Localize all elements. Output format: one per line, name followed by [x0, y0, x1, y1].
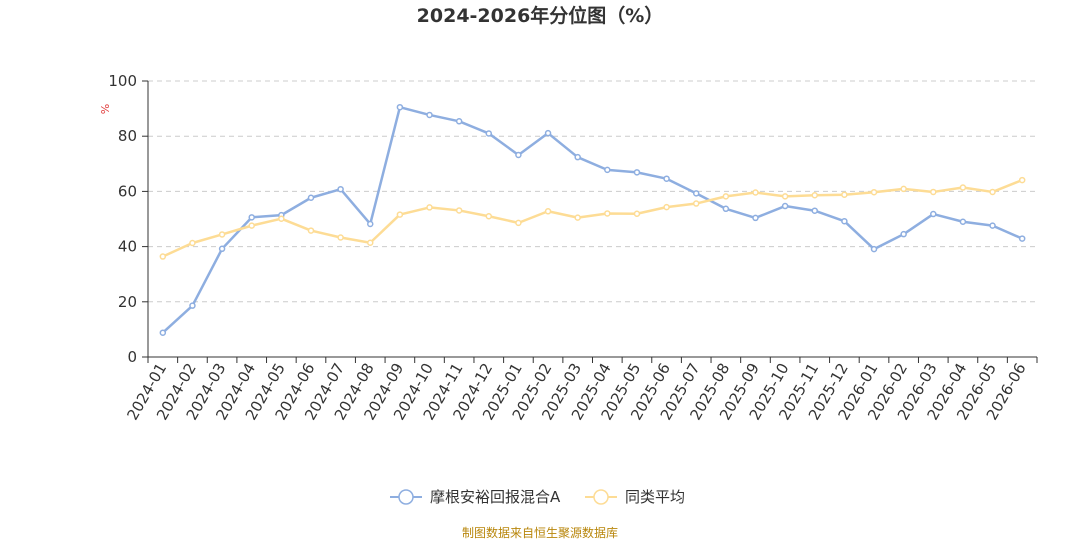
- y-tick-label: 60: [118, 182, 137, 200]
- series-1-point[interactable]: [930, 210, 937, 218]
- series-2-point[interactable]: [752, 189, 759, 196]
- series-2-point[interactable]: [841, 191, 848, 198]
- source-note: 制图数据来自恒生聚源数据库: [462, 525, 618, 540]
- series-2-point[interactable]: [515, 219, 522, 227]
- series-2-point[interactable]: [574, 214, 581, 221]
- series-1-point[interactable]: [515, 151, 522, 159]
- series-2-point[interactable]: [159, 253, 167, 260]
- series-1-point[interactable]: [663, 175, 670, 182]
- series-1-point[interactable]: [367, 220, 374, 228]
- series-1-point[interactable]: [722, 205, 730, 213]
- y-tick-label: 100: [108, 72, 137, 90]
- series-1-point[interactable]: [337, 185, 344, 193]
- series-2-point[interactable]: [692, 200, 700, 207]
- legend-marker-icon: [593, 489, 609, 505]
- series-2-point[interactable]: [604, 210, 611, 217]
- series-line-2: [162, 178, 1023, 258]
- series-2-point[interactable]: [870, 188, 878, 196]
- series-2-point[interactable]: [1018, 176, 1026, 184]
- series-2-point[interactable]: [900, 185, 907, 193]
- series-1-point[interactable]: [426, 111, 433, 119]
- legend-marker-icon: [398, 489, 414, 505]
- y-axis-unit: %: [99, 104, 112, 114]
- series-1-point[interactable]: [248, 214, 255, 221]
- series-1-point[interactable]: [841, 217, 848, 225]
- series-2-point[interactable]: [781, 193, 789, 200]
- series-1-point[interactable]: [604, 166, 611, 174]
- y-axis: 0 20 40 60 80 100: [108, 72, 149, 366]
- legend-item-1[interactable]: 摩根安裕回报混合A: [390, 488, 561, 506]
- series-1-point[interactable]: [1018, 235, 1026, 242]
- series-1-point[interactable]: [307, 194, 315, 201]
- series-1-point[interactable]: [959, 218, 967, 226]
- series-line-1: [161, 105, 1023, 334]
- series-2-point[interactable]: [722, 193, 730, 200]
- series-1-point[interactable]: [752, 214, 759, 222]
- y-tick-label: 40: [118, 238, 137, 256]
- series-2-point[interactable]: [367, 239, 374, 246]
- series-1-point[interactable]: [159, 329, 167, 336]
- x-axis: 2024-012024-022024-032024-042024-052024-…: [123, 356, 1038, 423]
- series-1-point[interactable]: [989, 222, 996, 229]
- series-2-point[interactable]: [989, 188, 996, 196]
- series-1-point[interactable]: [544, 129, 552, 137]
- series-2-point[interactable]: [959, 184, 967, 191]
- series-1-point[interactable]: [396, 103, 404, 111]
- y-tick-label: 0: [127, 348, 137, 366]
- series-1-point[interactable]: [633, 169, 641, 176]
- legend-item-2[interactable]: 同类平均: [585, 488, 685, 506]
- legend-label: 摩根安裕回报混合A: [430, 488, 561, 506]
- series-2-point[interactable]: [189, 239, 196, 247]
- series-1-point[interactable]: [811, 207, 818, 214]
- series-1-point[interactable]: [485, 130, 493, 137]
- chart-title: 2024-2026年分位图（%）: [417, 4, 664, 27]
- series-2-point[interactable]: [811, 192, 818, 199]
- series-2-point[interactable]: [307, 227, 315, 234]
- series-1-point[interactable]: [189, 302, 196, 309]
- series-1-point[interactable]: [455, 118, 463, 125]
- series-lines: [159, 103, 1026, 336]
- series-1-point[interactable]: [218, 245, 226, 253]
- series-1-point[interactable]: [574, 153, 581, 161]
- y-tick-label: 20: [118, 293, 137, 311]
- series-2-point[interactable]: [633, 210, 641, 218]
- series-2-point[interactable]: [248, 222, 255, 229]
- series-1-point[interactable]: [781, 202, 789, 210]
- series-2-point[interactable]: [278, 215, 285, 222]
- series-1-point[interactable]: [692, 190, 700, 197]
- grid-lines: [148, 80, 1037, 303]
- series-2-point[interactable]: [218, 231, 226, 238]
- series-1-point[interactable]: [900, 230, 907, 238]
- series-2-point[interactable]: [337, 234, 344, 241]
- series-1-point[interactable]: [870, 245, 878, 253]
- series-2-point[interactable]: [930, 188, 937, 196]
- legend-label: 同类平均: [625, 488, 685, 506]
- series-2-point[interactable]: [455, 207, 463, 214]
- y-tick-label: 80: [118, 127, 137, 145]
- series-2-point[interactable]: [426, 204, 433, 211]
- series-2-point[interactable]: [485, 212, 493, 220]
- series-2-point[interactable]: [544, 208, 552, 215]
- series-2-point[interactable]: [396, 211, 404, 218]
- series-2-point[interactable]: [663, 203, 670, 211]
- legend[interactable]: 摩根安裕回报混合A 同类平均: [390, 488, 685, 506]
